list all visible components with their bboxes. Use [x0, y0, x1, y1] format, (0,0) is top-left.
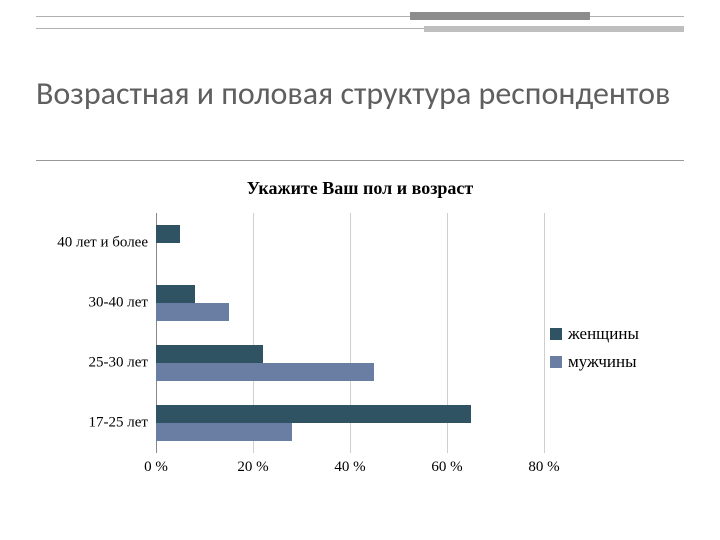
x-tick-label: 80 %: [528, 459, 559, 476]
x-axis: 0 %20 %40 %60 %80 %: [156, 455, 544, 483]
bar-женщины: [156, 345, 263, 363]
title-underline: [36, 160, 684, 161]
y-tick-label: 25-30 лет: [89, 355, 148, 372]
slide: { "headline": "Возрастная и половая стру…: [0, 0, 720, 540]
legend-item-мужчины: мужчины: [550, 352, 684, 372]
bar-женщины: [156, 225, 180, 243]
plot-column: 40 лет и более 30-40 лет 25-30 лет 17-25 ле…: [36, 213, 544, 483]
legend-label: мужчины: [568, 352, 637, 372]
y-tick-label: 40 лет и более: [57, 235, 148, 252]
x-tick-label: 40 %: [334, 459, 365, 476]
y-tick-label: 30-40 лет: [89, 295, 148, 312]
bar-женщины: [156, 405, 471, 423]
legend: женщины мужчины: [544, 213, 684, 483]
decor-bar-1: [410, 12, 590, 20]
header-decoration: [0, 0, 720, 40]
legend-label: женщины: [568, 324, 639, 344]
y-axis-labels: 40 лет и более 30-40 лет 25-30 лет 17-25 ле…: [36, 213, 154, 453]
x-tick-label: 20 %: [237, 459, 268, 476]
decor-bar-2: [424, 26, 684, 32]
bar-мужчины: [156, 423, 292, 441]
bar-мужчины: [156, 363, 374, 381]
chart-container: Укажите Ваш пол и возраст 40 лет и более…: [36, 178, 684, 516]
x-tick-label: 0 %: [144, 459, 168, 476]
chart-title: Укажите Ваш пол и возраст: [36, 178, 684, 199]
chart-body: 40 лет и более 30-40 лет 25-30 лет 17-25 ле…: [36, 213, 684, 483]
legend-swatch: [550, 356, 562, 368]
page-title: Возрастная и половая структура респонден…: [36, 76, 684, 111]
x-tick-label: 60 %: [431, 459, 462, 476]
legend-item-женщины: женщины: [550, 324, 684, 344]
gridline: [544, 213, 545, 453]
bar-мужчины: [156, 303, 229, 321]
bar-женщины: [156, 285, 195, 303]
legend-swatch: [550, 328, 562, 340]
plot-area: [156, 213, 544, 453]
y-tick-label: 17-25 лет: [89, 415, 148, 432]
